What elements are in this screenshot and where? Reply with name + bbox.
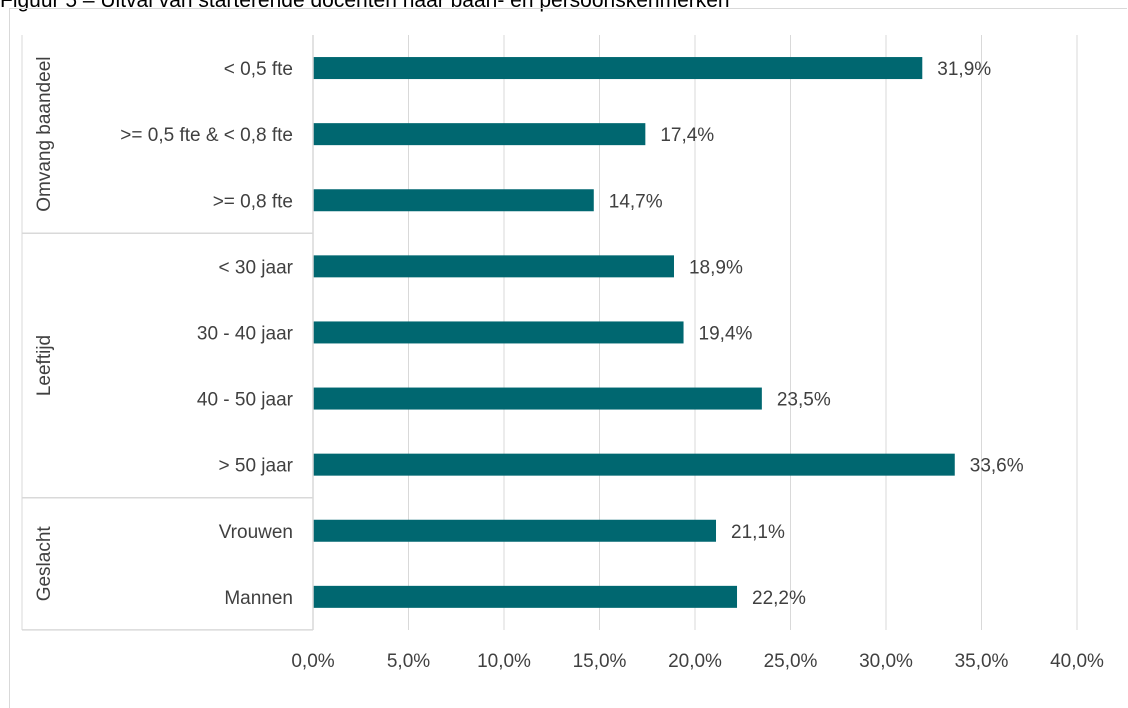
bar xyxy=(313,255,674,278)
group-label: Leeftijd xyxy=(34,335,55,396)
x-tick-label: 5,0% xyxy=(387,651,430,672)
data-label: 21,1% xyxy=(731,522,785,543)
category-label: Mannen xyxy=(224,588,293,609)
x-tick-label: 15,0% xyxy=(573,651,627,672)
category-label: >= 0,5 fte & < 0,8 fte xyxy=(120,125,293,146)
x-tick-label: 35,0% xyxy=(955,651,1009,672)
x-tick-label: 30,0% xyxy=(859,651,913,672)
bar xyxy=(313,57,923,80)
category-label: 30 - 40 jaar xyxy=(197,323,294,344)
bar xyxy=(313,387,762,410)
data-label: 33,6% xyxy=(970,456,1024,477)
chart-frame xyxy=(9,8,1127,708)
category-label: < 30 jaar xyxy=(219,257,294,278)
category-label: 40 - 50 jaar xyxy=(197,390,294,411)
bar-chart: 0,0% 5,0% 10,0% 15,0% 20,0% 25,0% 30,0% 35,0% 40… xyxy=(21,35,1104,672)
data-label: 22,2% xyxy=(752,588,806,609)
data-label: 17,4% xyxy=(660,125,714,146)
group-label: Omvang baandeel xyxy=(34,57,55,212)
data-label: 14,7% xyxy=(609,191,663,212)
bar xyxy=(313,123,646,146)
category-label: Vrouwen xyxy=(219,522,293,543)
x-tick-label: 25,0% xyxy=(764,651,818,672)
bar xyxy=(313,189,594,212)
x-tick-label: 10,0% xyxy=(477,651,531,672)
x-tick-label: 0,0% xyxy=(291,651,334,672)
category-label: >= 0,8 fte xyxy=(213,191,293,212)
data-label: 31,9% xyxy=(937,59,991,80)
category-label: < 0,5 fte xyxy=(224,59,293,80)
category-label: > 50 jaar xyxy=(219,456,294,477)
figure-title: Figuur 5 – Uitval van starterende docent… xyxy=(0,0,730,12)
data-label: 18,9% xyxy=(689,257,743,278)
bar xyxy=(313,585,738,608)
bar xyxy=(313,321,684,344)
group-label: Geslacht xyxy=(34,526,55,602)
x-tick-label: 20,0% xyxy=(668,651,722,672)
bar xyxy=(313,519,717,542)
bar xyxy=(313,453,955,476)
x-tick-label: 40,0% xyxy=(1050,651,1104,672)
data-label: 19,4% xyxy=(699,323,753,344)
data-label: 23,5% xyxy=(777,390,831,411)
